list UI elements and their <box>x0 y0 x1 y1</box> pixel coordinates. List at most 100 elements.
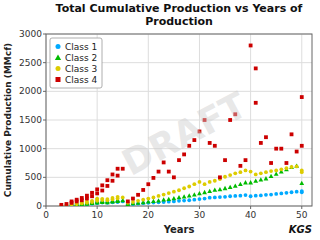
point <box>90 199 94 203</box>
point <box>141 188 145 192</box>
point <box>284 167 289 171</box>
tick-label-y: 1000 <box>19 144 42 154</box>
point <box>111 196 115 200</box>
point <box>121 196 125 200</box>
point <box>269 161 273 165</box>
point <box>238 170 242 174</box>
point <box>100 197 104 201</box>
point <box>223 195 227 199</box>
legend-marker <box>56 77 61 82</box>
title-line: Production <box>145 15 213 28</box>
point <box>95 187 99 191</box>
point <box>269 193 273 197</box>
watermark: DRAFT <box>115 84 253 184</box>
series <box>59 44 303 206</box>
legend-marker <box>56 44 61 49</box>
point <box>264 176 269 180</box>
point <box>299 181 304 185</box>
point <box>294 163 299 167</box>
points <box>59 44 304 206</box>
point <box>264 193 268 197</box>
point <box>105 184 109 188</box>
point <box>167 170 171 174</box>
point <box>233 184 238 188</box>
point <box>116 174 120 178</box>
point <box>182 186 186 190</box>
tick-label-y: 3000 <box>19 29 42 39</box>
point <box>285 166 289 170</box>
tick-y <box>43 34 46 35</box>
point <box>218 195 222 199</box>
point <box>116 167 120 171</box>
legend: Class 1Class 2Class 3Class 4 <box>50 38 102 88</box>
tick-label-y: 500 <box>25 172 42 182</box>
tick-label-x: 20 <box>143 210 155 220</box>
point <box>228 173 232 177</box>
point <box>207 189 212 193</box>
tick-y <box>43 148 46 149</box>
point <box>238 194 242 198</box>
title: Total Cumulative Production vs Years ofP… <box>56 2 303 28</box>
point <box>269 174 274 178</box>
point <box>152 176 156 180</box>
point <box>218 175 222 179</box>
point <box>259 193 263 197</box>
tick-x <box>250 206 251 209</box>
point <box>258 177 263 181</box>
point <box>223 158 227 162</box>
point <box>65 203 69 206</box>
point <box>152 196 156 200</box>
grid-line-y <box>46 91 312 92</box>
series <box>59 163 304 206</box>
point <box>197 191 202 195</box>
point <box>228 194 232 198</box>
point <box>162 193 166 197</box>
point <box>238 164 242 168</box>
point <box>300 95 304 99</box>
point <box>64 203 69 206</box>
point <box>269 169 273 173</box>
title-line: Total Cumulative Production vs Years of <box>56 2 303 15</box>
point <box>177 188 181 192</box>
point <box>254 67 258 71</box>
point <box>213 179 217 183</box>
point <box>192 198 196 202</box>
point <box>121 167 125 171</box>
point <box>300 189 304 193</box>
plot-frame <box>46 34 312 206</box>
point <box>208 196 212 200</box>
point <box>233 171 237 175</box>
point <box>105 178 109 182</box>
point <box>203 197 207 201</box>
tick-label-x: 10 <box>91 210 103 220</box>
point <box>70 200 74 204</box>
legend-marker <box>56 66 61 71</box>
point <box>95 197 99 201</box>
point <box>141 198 145 202</box>
tick-label-y: 1500 <box>19 115 42 125</box>
point <box>289 165 294 169</box>
legend-label: Class 1 <box>65 42 97 52</box>
point <box>213 144 217 148</box>
point <box>233 194 237 198</box>
point <box>203 182 207 186</box>
point <box>208 180 212 184</box>
point <box>90 191 94 195</box>
point <box>274 169 278 173</box>
point <box>300 144 304 148</box>
logo: KGS <box>289 224 312 235</box>
series <box>59 165 303 206</box>
point <box>259 171 263 175</box>
point <box>177 195 182 199</box>
chart: 01020304050050010001500200025003000Years… <box>0 0 320 240</box>
point <box>223 175 227 179</box>
point <box>116 195 120 199</box>
tick-y <box>43 177 46 178</box>
point <box>59 203 63 206</box>
x-axis-label: Years <box>163 224 195 235</box>
point <box>249 44 253 48</box>
series <box>59 189 303 206</box>
point <box>182 199 186 203</box>
point <box>100 183 104 187</box>
tick-y <box>43 206 46 207</box>
